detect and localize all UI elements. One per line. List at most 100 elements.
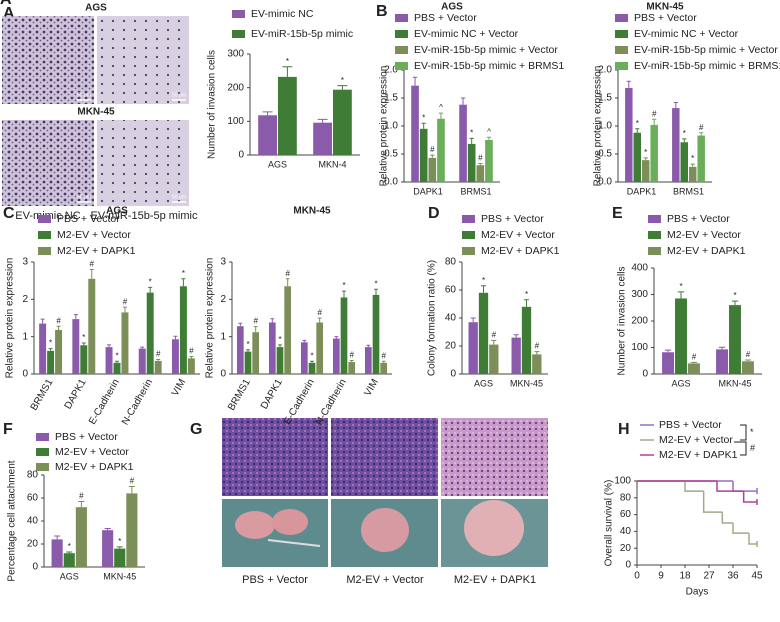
legend-swatch [38,215,51,223]
y-tick-label: 1.5 [384,93,398,104]
legend-swatch [232,30,245,38]
bar [105,347,113,374]
significance-marker: * [246,340,249,349]
bar [114,548,126,567]
significance-marker: # [750,443,755,453]
significance-marker: ^ [439,103,443,112]
x-tick-label: BRMS1 [673,186,704,196]
error-bar [140,346,145,349]
significance-marker: * [683,129,686,138]
error-bar [421,122,426,129]
legend-label: PBS + Vector [634,12,697,24]
legend-label: EV-miR-15b-5p mimic + BRMS1 [634,60,780,72]
error-bar [116,546,123,549]
significance-marker: # [746,350,751,359]
significance-marker: # [79,492,84,501]
bar [72,319,80,374]
significance-marker: # [349,351,354,360]
error-bar [40,318,45,324]
legend-label: M2-EV + DAPK1 [55,461,134,473]
error-bar [302,339,307,343]
y-tick-label: 60 [27,493,39,504]
chart-title: MKN-45 [293,206,331,217]
y-tick-label: 200 [631,316,648,327]
y-tick-label: 20 [27,539,39,550]
legend-label: M2-EV + DAPK1 [659,449,738,461]
bar [300,342,308,374]
y-tick-label: 300 [631,289,648,300]
y-tick-label: 40 [27,516,39,527]
error-bar [412,76,418,86]
error-bar [664,349,672,353]
error-bar [107,344,112,348]
significance-marker: # [478,154,483,163]
legend-label: PBS + Vector [481,213,544,225]
bar [419,128,428,182]
error-bar [469,137,474,144]
error-bar [317,317,322,323]
error-bar [478,163,483,166]
error-bar [731,300,739,306]
y-tick-label: 200 [227,82,244,93]
significance-marker: * [470,128,473,137]
significance-marker: # [130,477,135,486]
x-tick-label: AGS [474,378,493,388]
bar [113,362,121,374]
lung [464,500,524,556]
y-tick-label: 40 [620,526,632,537]
bar [154,360,162,374]
legend-swatch [462,247,475,255]
error-bar [73,314,78,320]
bar [428,157,437,182]
significance-marker: * [679,282,682,291]
y-tick-label: 0 [238,150,244,161]
bar [459,104,467,182]
y-tick-label: 100 [631,342,648,353]
significance-marker: # [189,347,194,356]
bar [121,312,129,374]
error-bar [470,317,476,323]
y-tick-label: 1.0 [598,121,612,132]
bar [380,362,388,374]
y-tick-label: 0 [450,369,456,380]
significance-marker: * [118,537,121,546]
error-bar [635,128,640,133]
bar [258,115,277,155]
panel-letter: H [618,421,630,438]
bar [675,298,687,374]
error-bar [430,154,435,158]
significance-marker: # [317,308,322,317]
panel-letter: B [376,3,388,20]
error-bar [523,299,530,307]
y-tick-label: 0 [642,369,648,380]
scale-bar-label: 50 μm [172,194,186,200]
y-axis-label: Number of invasion cells [617,267,628,376]
legend-label: M2-EV + Vector [667,229,741,241]
bar [187,358,195,374]
significance-marker: * [341,76,344,85]
legend-label: EV-miR-15b-5p mimic + Vector [414,44,558,56]
histology-image [441,418,548,496]
error-bar [486,136,492,140]
legend-label: PBS + Vector [55,431,118,443]
error-bar [278,344,282,348]
y-tick-label: 300 [227,49,244,60]
error-bar [334,336,339,339]
legend-label: M2-EV + DAPK1 [481,245,560,257]
bar [47,350,55,374]
legend-label: M2-EV + Vector [57,229,131,241]
significance-marker: * [525,290,528,299]
y-tick-label: 2.0 [384,65,398,76]
error-bar [48,348,53,351]
micrograph [97,120,189,206]
significance-marker: * [68,542,71,551]
bar [313,122,332,155]
y-tick-label: 2 [22,294,28,305]
error-bar [460,97,466,105]
survival-step [732,523,749,534]
error-bar [480,285,487,293]
bar [75,507,87,567]
row-label: AGS [85,3,107,14]
legend-swatch [648,215,661,223]
x-tick-label: AGS [268,159,287,169]
